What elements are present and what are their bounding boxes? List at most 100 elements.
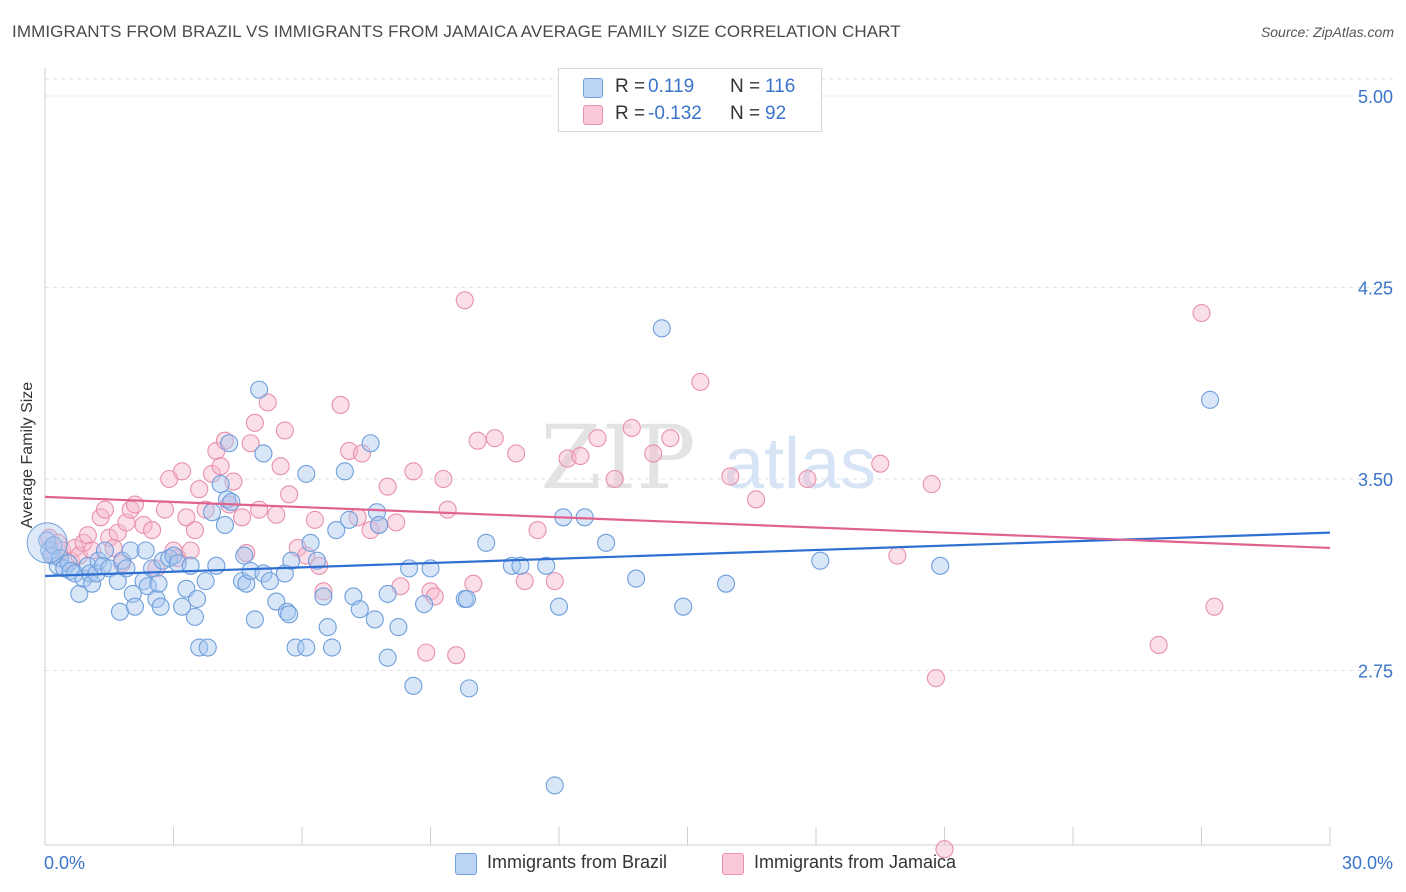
brazil-point <box>716 574 736 593</box>
jamaica-point <box>468 431 487 450</box>
jamaica-point <box>1192 303 1211 323</box>
jamaica-point <box>245 413 264 432</box>
brazil-point <box>597 533 616 552</box>
jamaica-point <box>275 421 294 440</box>
brazil-point <box>477 533 496 552</box>
jamaica-point <box>378 477 397 496</box>
jamaica-point <box>438 500 457 519</box>
brazil-point <box>378 648 397 667</box>
chart-title: IMMIGRANTS FROM BRAZIL VS IMMIGRANTS FRO… <box>12 22 901 41</box>
brazil-point <box>674 597 693 616</box>
legend-swatch-brazil <box>583 78 603 98</box>
brazil-point <box>280 605 299 624</box>
brazil-point <box>811 551 830 570</box>
brazil-point <box>121 541 140 560</box>
brazil-point <box>297 464 316 483</box>
brazil-point <box>1201 390 1220 409</box>
brazil-point <box>220 434 239 453</box>
legend-r-value: -0.132 <box>648 103 702 124</box>
brazil-point <box>207 556 226 575</box>
brazil-point <box>203 503 222 522</box>
jamaica-point <box>190 480 209 499</box>
jamaica-point <box>798 469 817 489</box>
brazil-point <box>282 551 301 570</box>
jamaica-point <box>661 429 680 448</box>
jamaica-point <box>605 469 624 489</box>
brazil-point <box>277 602 297 621</box>
jamaica-point <box>455 291 474 310</box>
jamaica-point <box>871 454 890 473</box>
jamaica-point <box>746 490 766 509</box>
source-credit: Source: ZipAtlas.com <box>1260 24 1394 40</box>
legend-row-brazil: R = 0.119 N = 116 <box>559 73 821 101</box>
brazil-point <box>327 521 346 540</box>
brazil-point <box>254 444 273 463</box>
brazil-point <box>335 462 354 481</box>
jamaica-point <box>447 646 466 665</box>
brazil-point <box>138 577 157 596</box>
brazil-point <box>245 610 264 629</box>
brazil-point <box>459 679 479 698</box>
brazil-point <box>95 541 115 560</box>
trend-line-jamaica <box>44 495 1331 550</box>
brazil-point <box>370 515 389 535</box>
legend-r-value: 0.119 <box>648 76 695 97</box>
brazil-point <box>173 597 192 616</box>
brazil-point <box>340 510 359 529</box>
brazil-point <box>222 492 241 512</box>
jamaica-point <box>181 541 200 560</box>
brazil-point <box>627 569 646 588</box>
brazil-point <box>511 556 530 575</box>
brazil-point <box>307 551 327 570</box>
tick-labels: 2.75 3.50 4.25 5.00 0.0% 30.0% <box>44 87 1393 873</box>
brazil-point <box>188 589 207 609</box>
brazil-point <box>196 572 215 591</box>
jamaica-point <box>177 508 196 527</box>
brazil-point <box>125 597 144 616</box>
brazil-point <box>297 638 316 657</box>
jamaica-point <box>258 393 277 412</box>
jamaica-point <box>507 444 526 463</box>
x-tick-label-min: 0.0% <box>44 853 85 873</box>
brazil-point <box>314 587 333 606</box>
watermark-zip: ZIP <box>540 406 695 509</box>
jamaica-point <box>250 500 269 519</box>
jamaica-point <box>721 467 740 486</box>
brazil-point <box>457 589 476 609</box>
jamaica-point <box>464 574 483 593</box>
jamaica-point <box>185 521 204 540</box>
jamaica-point <box>387 513 406 532</box>
jamaica-point <box>691 372 710 392</box>
jamaica-point <box>545 572 564 591</box>
jamaica-point <box>417 643 436 662</box>
brazil-point <box>286 638 305 657</box>
bottom-legend-label-brazil: Immigrants from Brazil <box>487 852 668 872</box>
jamaica-point <box>211 457 230 476</box>
jamaica-point <box>95 500 115 519</box>
brazil-point <box>110 602 130 621</box>
jamaica-point <box>237 543 256 563</box>
legend-n-label: N = <box>730 76 761 97</box>
jamaica-point <box>528 521 547 540</box>
jamaica-point <box>143 521 162 540</box>
brazil-point <box>361 434 380 453</box>
jamaica-point <box>434 469 453 489</box>
brazil-point <box>59 554 78 573</box>
jamaica-point <box>305 510 324 529</box>
jamaica-point <box>241 434 260 453</box>
brazil-cluster-point <box>26 522 68 564</box>
jamaica-point <box>515 572 534 591</box>
y-tick-label: 2.75 <box>1358 662 1393 682</box>
brazil-point <box>250 380 269 399</box>
watermark-atlas: atlas <box>724 424 876 504</box>
legend-n-label: N = <box>730 103 761 124</box>
jamaica-point <box>926 669 945 688</box>
jamaica-point <box>331 395 350 415</box>
brazil-point <box>652 319 671 338</box>
brazil-point <box>322 638 342 657</box>
legend-r-label: R = <box>615 103 646 124</box>
x-tick-label-max: 30.0% <box>1342 853 1393 873</box>
jamaica-point <box>1149 635 1168 655</box>
brazil-point <box>198 638 217 657</box>
jamaica-point <box>125 495 144 514</box>
